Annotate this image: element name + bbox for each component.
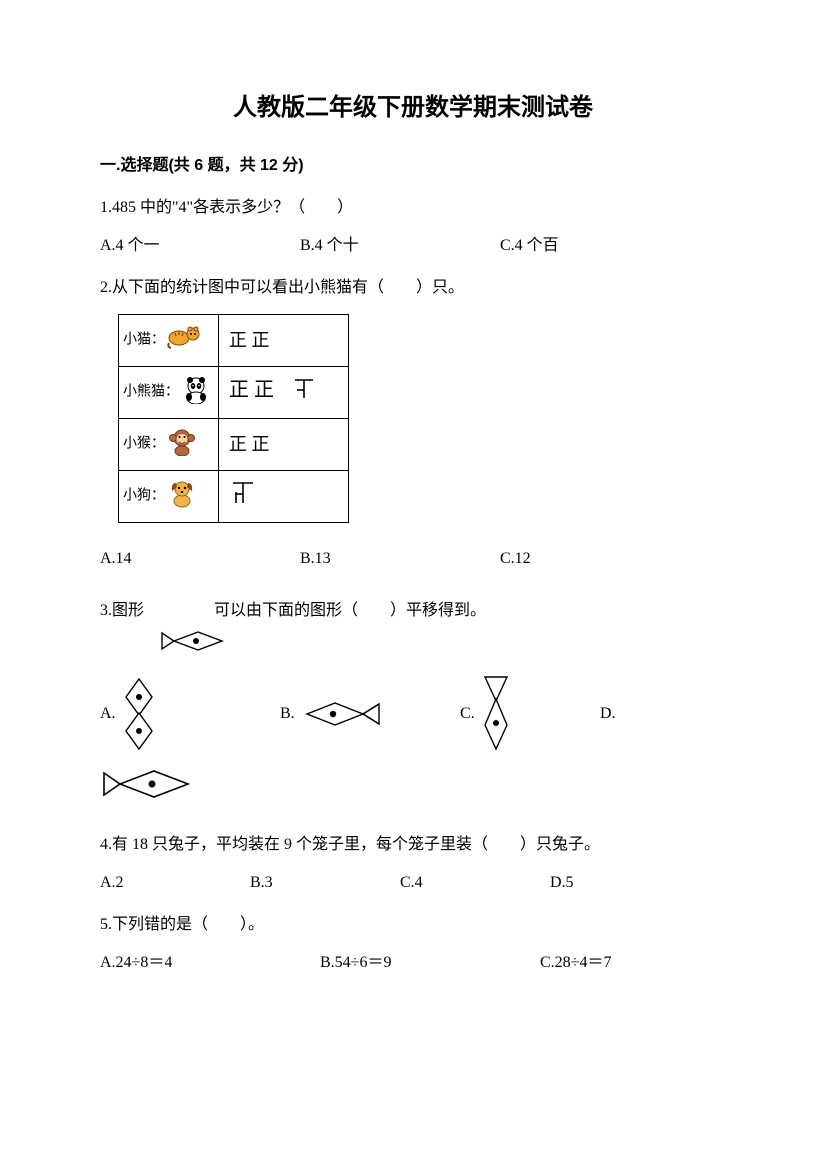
q5-option-c: C.28÷4＝7 [540, 951, 760, 975]
question-5: 5.下列错的是（ ）。 A.24÷8＝4 B.54÷6＝9 C.28÷4＝7 [100, 913, 726, 975]
opt-label: D. [600, 702, 616, 726]
q2-option-b: B.13 [300, 547, 500, 571]
q4-option-c: C.4 [400, 871, 550, 895]
tally-4-icon [229, 478, 269, 508]
q1-options: A.4 个一 B.4 个十 C.4 个百 [100, 234, 726, 258]
q2-option-c: C.12 [500, 547, 700, 571]
tally-13-icon: 正 正 [229, 374, 339, 404]
q1-option-b: B.4 个十 [300, 234, 500, 258]
tally-table: 小猫： 正 正 小熊猫： [118, 314, 349, 523]
q3-stem-suffix: 可以由下面的图形（ ）平移得到。 [214, 599, 486, 623]
q5-option-b: B.54÷6＝9 [320, 951, 540, 975]
q1-option-c: C.4 个百 [500, 234, 700, 258]
monkey-icon [167, 426, 197, 463]
page-title: 人教版二年级下册数学期末测试卷 [100, 90, 726, 126]
q3-reference-shape [160, 629, 726, 661]
opt-label: A. [100, 702, 116, 726]
question-2: 2.从下面的统计图中可以看出小熊猫有（ ）只。 小猫： [100, 276, 726, 571]
tally-cell: 正 正 [219, 419, 349, 471]
panda-icon [181, 374, 211, 411]
q3-options: A. B. C. [100, 675, 726, 753]
tiger-icon [167, 324, 201, 357]
q2-options: A.14 B.13 C.12 [100, 547, 726, 571]
q4-options: A.2 B.3 C.4 D.5 [100, 871, 726, 895]
tally-cell: 正 正 [219, 315, 349, 367]
row-label: 小狗： [123, 489, 165, 504]
q4-stem: 4.有 18 只兔子，平均装在 9 个笼子里，每个笼子里装（ ）只兔子。 [100, 833, 726, 857]
question-3: 3.图形 可以由下面的图形（ ）平移得到。 A. [100, 599, 726, 809]
q4-option-d: D.5 [550, 871, 700, 895]
opt-label: C. [460, 702, 475, 726]
row-label: 小猴： [123, 437, 165, 452]
q1-option-a: A.4 个一 [100, 234, 300, 258]
q5-option-a: A.24÷8＝4 [100, 951, 320, 975]
shape-fish-left-icon [301, 699, 387, 729]
q3-stem-prefix: 3.图形 [100, 599, 144, 623]
q2-option-a: A.14 [100, 547, 300, 571]
table-row: 小熊猫： 正 [119, 367, 349, 419]
table-row: 小猴： 正 正 [119, 419, 349, 471]
q2-stem: 2.从下面的统计图中可以看出小熊猫有（ ）只。 [100, 276, 726, 300]
opt-label: B. [280, 702, 295, 726]
tally-cell: 正 正 [219, 367, 349, 419]
tally-cell [219, 471, 349, 523]
q5-options: A.24÷8＝4 B.54÷6＝9 C.28÷4＝7 [100, 951, 726, 975]
section-1-header: 一.选择题(共 6 题，共 12 分) [100, 154, 726, 178]
dog-icon [167, 477, 197, 516]
q3-option-b: B. [280, 699, 460, 729]
row-label: 小熊猫： [123, 385, 179, 400]
q3-option-c: C. [460, 675, 600, 753]
q3-option-a: A. [100, 677, 280, 751]
q1-stem: 1.485 中的"4"各表示多少？（ ） [100, 196, 726, 220]
q3-option-d-shape [100, 767, 726, 809]
question-4: 4.有 18 只兔子，平均装在 9 个笼子里，每个笼子里装（ ）只兔子。 A.2… [100, 833, 726, 895]
shape-double-rhombus-vertical-icon [122, 677, 156, 751]
table-row: 小狗： [119, 471, 349, 523]
question-1: 1.485 中的"4"各表示多少？（ ） A.4 个一 B.4 个十 C.4 个… [100, 196, 726, 258]
shape-fish-right-large-icon [100, 767, 196, 801]
q5-stem: 5.下列错的是（ ）。 [100, 913, 726, 937]
table-row: 小猫： 正 正 [119, 315, 349, 367]
q3-option-d: D. [600, 702, 640, 726]
shape-double-triangle-vertical-icon [481, 675, 511, 753]
row-label: 小猫： [123, 333, 165, 348]
q4-option-b: B.3 [250, 871, 400, 895]
svg-text:正 正: 正 正 [229, 379, 274, 401]
q4-option-a: A.2 [100, 871, 250, 895]
